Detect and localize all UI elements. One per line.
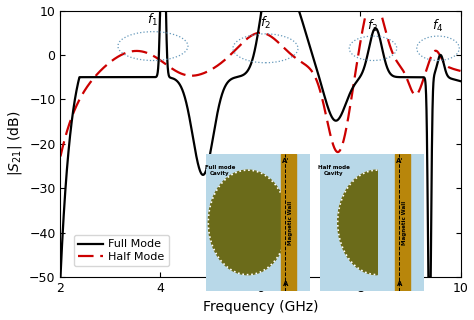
Line: Half Mode: Half Mode bbox=[61, 11, 461, 156]
Full Mode bbox=[226, 79, 231, 83]
Bar bbox=[395, 154, 410, 291]
Half Mode bbox=[426, 62, 431, 66]
Text: $f_4$: $f_4$ bbox=[432, 18, 444, 34]
Full Mode bbox=[458, 79, 464, 83]
Bar bbox=[281, 154, 296, 291]
Full Mode bbox=[446, 75, 451, 79]
Half Mode bbox=[458, 69, 464, 73]
Full Mode bbox=[229, 77, 235, 81]
Legend: Full Mode, Half Mode: Full Mode, Half Mode bbox=[74, 235, 169, 266]
Full Mode bbox=[348, 89, 354, 93]
Full Mode bbox=[426, 275, 431, 279]
Half Mode bbox=[446, 65, 451, 69]
Full Mode bbox=[157, 9, 163, 12]
Text: $f_3$: $f_3$ bbox=[367, 18, 379, 34]
Text: Magnetic Wall: Magnetic Wall bbox=[402, 200, 407, 244]
Half Mode bbox=[248, 34, 254, 38]
Text: A': A' bbox=[395, 158, 403, 164]
Half Mode bbox=[58, 155, 64, 158]
Half Mode bbox=[364, 9, 370, 12]
X-axis label: Frequency (GHz): Frequency (GHz) bbox=[203, 300, 318, 315]
Circle shape bbox=[208, 170, 288, 275]
Half Mode bbox=[348, 99, 354, 102]
Text: A: A bbox=[397, 281, 402, 287]
Text: Magnetic Wall: Magnetic Wall bbox=[288, 200, 293, 244]
Text: A: A bbox=[283, 281, 288, 287]
Half Mode bbox=[226, 55, 231, 59]
Text: $f_2$: $f_2$ bbox=[260, 14, 271, 30]
Half Mode bbox=[229, 52, 235, 55]
Text: A': A' bbox=[282, 158, 289, 164]
Text: $f_1$: $f_1$ bbox=[147, 12, 158, 28]
Full Mode bbox=[58, 275, 64, 279]
Wedge shape bbox=[337, 170, 377, 275]
Line: Full Mode: Full Mode bbox=[61, 11, 461, 277]
Text: Full mode
Cavity: Full mode Cavity bbox=[205, 164, 235, 176]
Y-axis label: $|S_{21}|$ (dB): $|S_{21}|$ (dB) bbox=[6, 111, 24, 176]
Full Mode bbox=[248, 63, 254, 67]
Text: Half mode
Cavity: Half mode Cavity bbox=[318, 164, 349, 176]
